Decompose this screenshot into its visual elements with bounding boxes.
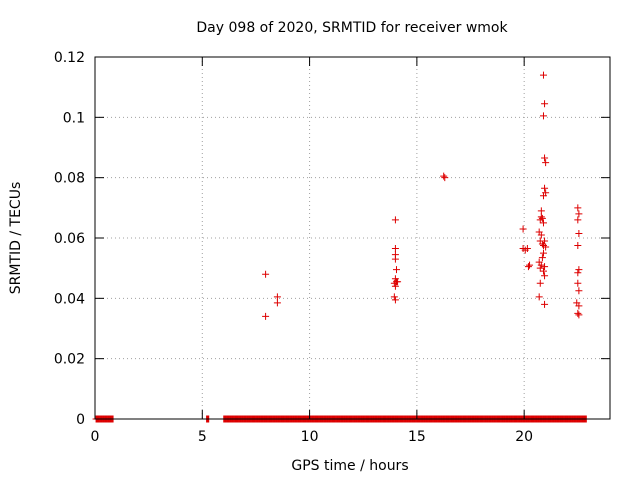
y-tick-label: 0 [76,412,85,428]
data-point [537,207,545,215]
data-point [575,210,583,218]
data-point [574,204,582,212]
plot-frame [94,56,611,420]
data-point [262,270,270,278]
data-point [574,242,582,250]
data-point [537,261,545,269]
data-point [575,311,583,319]
data-point [541,300,549,308]
data-point [538,254,546,262]
data-point [441,174,449,182]
data-point [542,159,550,167]
data-point [575,266,583,274]
data-point [535,293,543,301]
data-point [539,71,547,79]
data-point [440,172,448,180]
x-tick-label: 20 [515,429,533,445]
chart-title: Day 098 of 2020, SRMTID for receiver wmo… [196,20,508,36]
data-point [536,264,544,272]
axis-ticks [94,56,610,420]
data-points [262,71,583,320]
data-point [394,278,402,286]
data-point [541,237,549,245]
data-point [273,293,281,301]
grid-lines [95,57,610,419]
data-point [541,100,549,108]
data-point [391,282,399,290]
data-point [539,112,547,120]
data-point [539,192,547,200]
data-point [574,309,582,317]
data-point [575,287,583,295]
data-point [575,229,583,237]
data-point [574,279,582,287]
y-axis-label: SRMTID / TECUs [8,182,24,295]
data-point [391,216,399,224]
x-tick-label: 10 [301,429,319,445]
data-point [526,261,534,269]
y-tick-label: 0.08 [54,171,85,187]
x-tick-label: 0 [91,429,100,445]
x-tick-label: 15 [408,429,426,445]
data-point [537,231,545,239]
y-tick-label: 0.06 [54,231,85,247]
data-point [536,216,544,224]
data-point [523,245,531,253]
data-point [539,267,547,275]
data-point [574,269,582,277]
data-point [539,219,547,227]
y-tick-label: 0.04 [54,291,85,307]
data-point [536,279,544,287]
data-point [390,293,398,301]
data-point [541,184,549,192]
data-point [524,263,532,271]
y-tick-label: 0.1 [63,110,85,126]
data-point [273,299,281,307]
data-point [539,249,547,257]
data-point [541,263,549,271]
x-axis-label: GPS time / hours [291,458,408,474]
data-point [542,243,550,251]
y-tick-label: 0.02 [54,352,85,368]
data-point [391,255,399,263]
data-point [575,302,583,310]
data-point [541,272,549,280]
data-point [541,154,549,162]
data-point [519,225,527,233]
x-tick-label: 5 [198,429,207,445]
data-point [574,216,582,224]
data-point [537,213,545,221]
data-point [391,296,399,304]
data-point [391,245,399,253]
y-tick-label: 0.12 [54,50,85,66]
data-point [392,266,400,274]
data-point [262,312,270,320]
data-point [390,279,398,287]
